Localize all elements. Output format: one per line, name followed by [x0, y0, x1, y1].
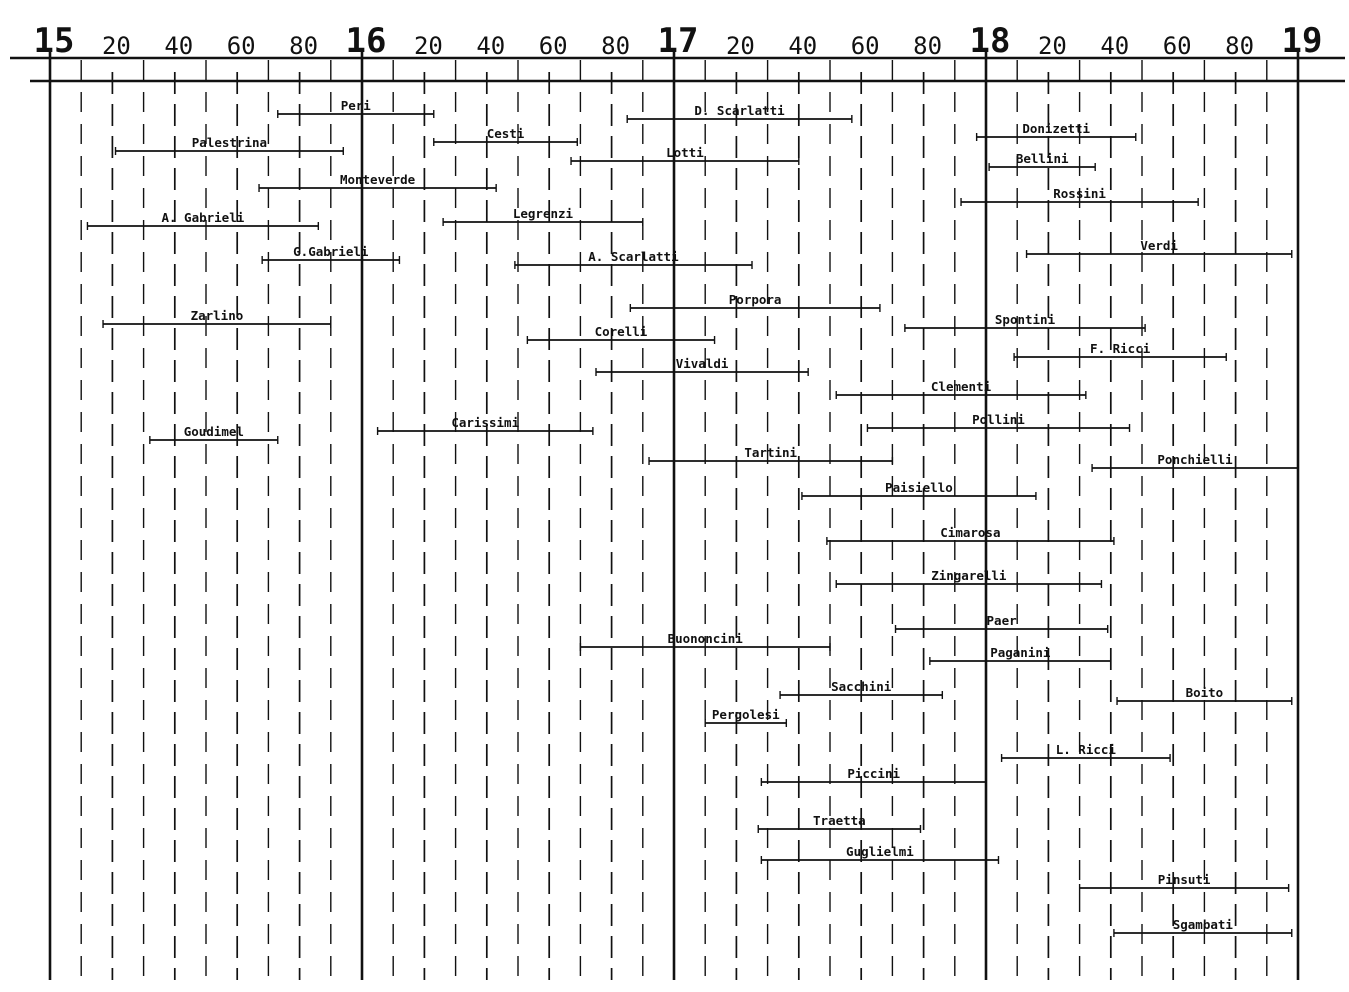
tick-label: 60	[1163, 32, 1192, 60]
composer-label: Legrenzi	[513, 206, 574, 221]
composer-label: Palestrina	[192, 135, 267, 150]
composer-label: Lotti	[666, 145, 704, 160]
composer-label: Zarlino	[191, 308, 244, 323]
composer-label: Goudimel	[184, 424, 244, 439]
composer-label: Sacchini	[831, 679, 892, 694]
tick-label: 20	[414, 32, 443, 60]
tick-label: 80	[289, 32, 318, 60]
composer-label: D. Scarlatti	[694, 103, 785, 118]
tick-label: 40	[788, 32, 817, 60]
century-axis: 15 20 40 60 80 16 20 40 60 80 17 20 40 60 80 18 20 40 60 80…	[10, 21, 1345, 83]
composer-label: Monteverde	[340, 172, 416, 187]
tick-label: 40	[164, 32, 193, 60]
tick-label: 80	[601, 32, 630, 60]
composer-label: Traetta	[813, 813, 866, 828]
composer-label: Paer	[987, 613, 1018, 628]
tick-label: 60	[539, 32, 568, 60]
tick-label: 20	[726, 32, 755, 60]
composer-label: Pinsuti	[1158, 872, 1211, 887]
composer-label: Spontini	[995, 312, 1056, 327]
tick-label: 40	[476, 32, 505, 60]
composer-label: Zingarelli	[931, 568, 1007, 583]
tick-label: 20	[1038, 32, 1067, 60]
composer-label: Verdi	[1140, 238, 1178, 253]
tick-label: 40	[1100, 32, 1129, 60]
composer-label: Bellini	[1016, 151, 1069, 166]
composer-label: Carissimi	[451, 415, 519, 430]
tick-label: 20	[102, 32, 131, 60]
composer-label: F. Ricci	[1090, 341, 1151, 356]
timeline-grid	[48, 52, 1300, 980]
composer-label: Paisiello	[885, 480, 953, 495]
composer-label: Ponchielli	[1157, 452, 1233, 467]
composer-label: Cesti	[487, 126, 525, 141]
composer-label: Cimarosa	[940, 525, 1000, 540]
composer-label: Paganini	[990, 645, 1051, 660]
tick-label: 80	[913, 32, 942, 60]
composer-label: Sgambati	[1173, 917, 1234, 932]
composer-label: Tartini	[744, 445, 797, 460]
composer-label: Porpora	[729, 292, 782, 307]
tick-label: 18	[970, 21, 1011, 61]
lifespan-bars: Peri Palestrina Monteverde A. Gabrieli G.Gab…	[86, 98, 1299, 937]
composer-label: G.Gabrieli	[293, 244, 369, 259]
composer-label: Peri	[341, 98, 372, 113]
tick-label: 80	[1225, 32, 1254, 60]
composer-label: Vivaldi	[676, 356, 729, 371]
composer-label: Clementi	[931, 379, 992, 394]
composer-label: Boito	[1186, 685, 1224, 700]
composer-label: Guglielmi	[846, 844, 914, 859]
composer-label: Piccini	[847, 766, 900, 781]
composer-label: Rossini	[1053, 186, 1106, 201]
composer-label: Pergolesi	[712, 707, 780, 722]
tick-label: 60	[227, 32, 256, 60]
tick-label: 60	[851, 32, 880, 60]
composer-label: A. Gabrieli	[161, 210, 244, 225]
tick-label: 15	[34, 21, 75, 61]
tick-label: 17	[658, 21, 699, 61]
composer-label: Pollini	[972, 412, 1025, 427]
composer-label: Donizetti	[1022, 121, 1090, 136]
composer-label: Buononcini	[668, 631, 744, 646]
tick-label: 16	[346, 21, 387, 61]
composer-label: L. Ricci	[1056, 742, 1117, 757]
composer-label: A. Scarlatti	[588, 249, 679, 264]
composer-label: Corelli	[595, 324, 648, 339]
tick-label: 19	[1282, 21, 1323, 61]
